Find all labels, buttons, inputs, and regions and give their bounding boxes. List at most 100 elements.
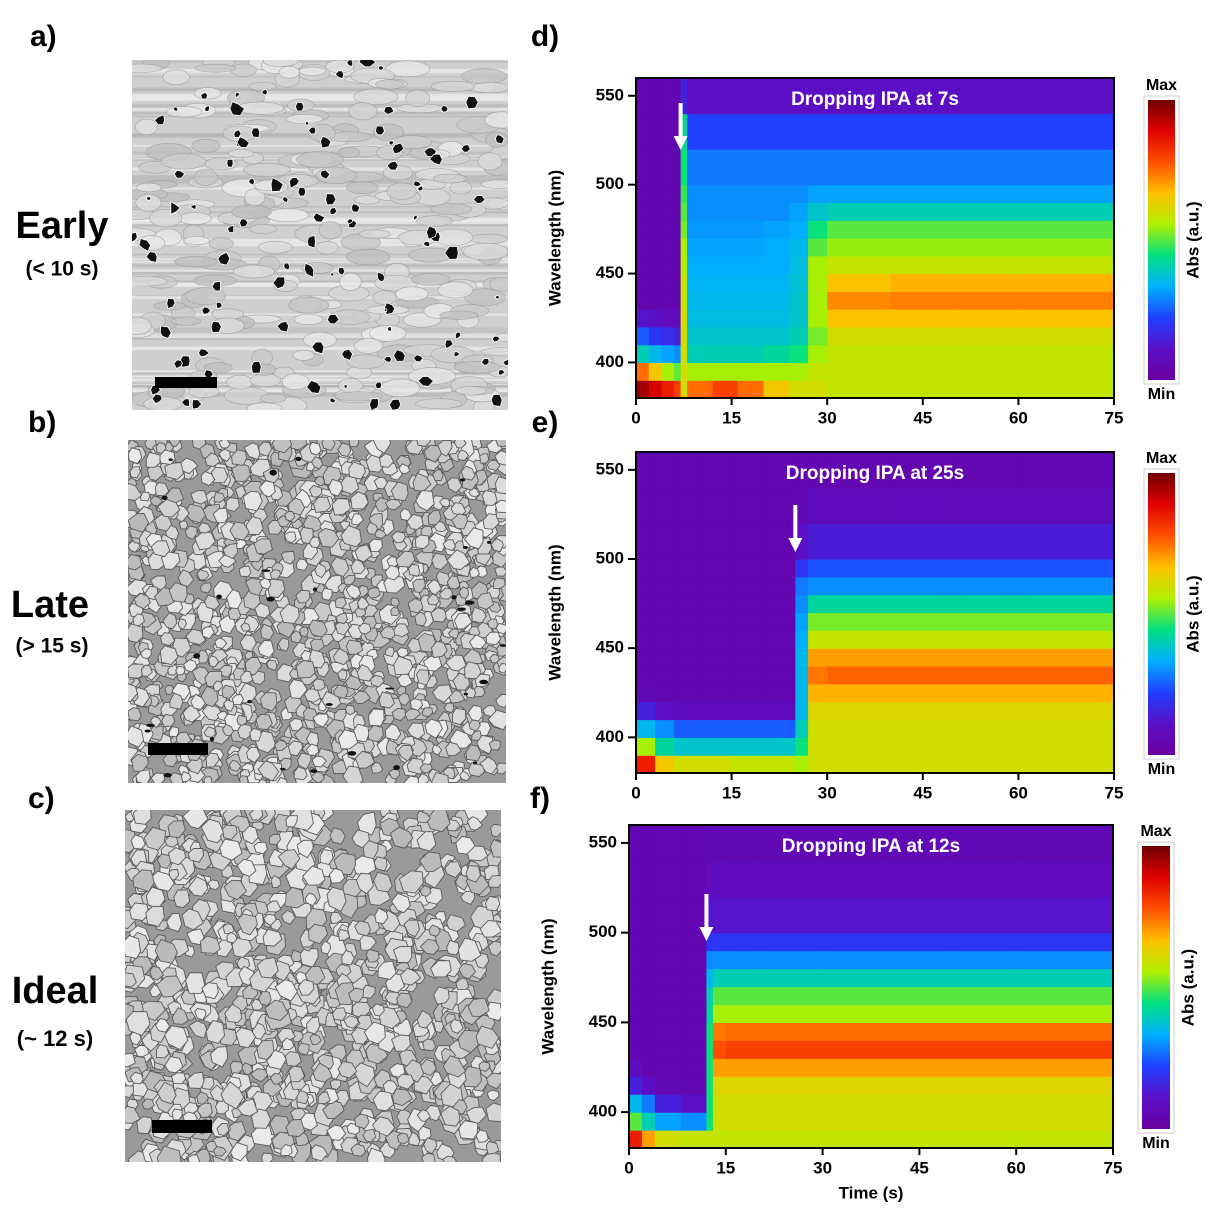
heatmap-cell (732, 523, 764, 559)
panel-subtitle: (< 10 s) (26, 258, 99, 281)
sem-grain (136, 119, 158, 134)
heatmap-cell (763, 684, 795, 702)
heatmap-cell (808, 149, 828, 185)
sem-pinhole (298, 187, 306, 196)
heatmap-cell (655, 595, 675, 613)
heatmap-cell (1016, 1004, 1113, 1023)
panel-label: c) (28, 782, 55, 815)
sem-pinhole (266, 597, 274, 602)
heatmap-cell (712, 220, 738, 238)
sem-grain (354, 339, 383, 354)
sem-pinhole (168, 458, 173, 461)
sem-pinhole (464, 693, 468, 696)
panel-label: f) (530, 782, 550, 815)
heatmap-cell (726, 1076, 759, 1095)
heatmap-cell (808, 291, 828, 309)
y-tick-label: 400 (596, 727, 624, 746)
heatmap-cell (700, 720, 732, 738)
sem-pinhole (162, 496, 168, 500)
heatmap-cell (808, 613, 828, 631)
heatmap-cell (891, 737, 955, 755)
heatmap-cell (655, 666, 675, 684)
sem-grain (260, 394, 286, 403)
x-tick-label: 15 (722, 783, 741, 802)
heatmap-cell (732, 559, 764, 577)
heatmap-cell (636, 595, 656, 613)
colorbar-label: Abs (a.u.) (1183, 575, 1202, 652)
heatmap-cell (955, 256, 1019, 274)
heatmap-cell (1018, 380, 1114, 398)
sem-pinhole (247, 700, 251, 703)
heatmap-cell (655, 630, 675, 648)
heatmap-cell (674, 702, 700, 720)
y-tick-label: 550 (596, 459, 624, 478)
heatmap-cell (655, 1076, 681, 1095)
heatmap-cell (758, 1112, 823, 1131)
heatmap-cell (795, 577, 808, 595)
heatmap-cell (789, 202, 809, 220)
heatmap-cells (636, 452, 1115, 774)
heatmap-cell (636, 666, 656, 684)
heatmap-cell (738, 202, 764, 220)
sem-pinhole (326, 703, 333, 706)
heatmap-cell (827, 666, 891, 684)
heatmap-cell (763, 559, 795, 577)
heatmap-cell (636, 220, 649, 238)
heatmap-cell (636, 291, 649, 309)
sem-grain (194, 169, 217, 186)
heatmap-cell (649, 238, 662, 256)
heatmap-cell (955, 78, 1019, 114)
heatmap-cell (700, 523, 732, 559)
heatmap-cell (808, 238, 828, 256)
heatmap-cell (952, 969, 1017, 988)
heatmap-cell (712, 380, 738, 398)
sem-grain (340, 273, 362, 290)
heatmap-cell (738, 362, 764, 380)
heatmap-cell (823, 1022, 888, 1041)
heatmap-cell (1018, 114, 1114, 150)
heatmap-cell (713, 933, 727, 952)
heatmap-cell (891, 613, 955, 631)
heatmap-cell (887, 1040, 952, 1059)
heatmap-cell (712, 78, 738, 114)
heatmap-cell (636, 149, 649, 185)
heatmap-cell (629, 969, 643, 988)
heatmap-cell (674, 452, 700, 488)
heatmap-cell (713, 1022, 727, 1041)
panel-subtitle: (~ 12 s) (17, 1026, 93, 1051)
heatmap-cell (726, 933, 759, 952)
heatmap-cell (706, 1022, 713, 1041)
heatmap-cell (795, 720, 808, 738)
heatmap-cell (758, 1130, 823, 1149)
heatmap-cell (1016, 933, 1113, 952)
heatmap-cell (1018, 577, 1114, 595)
heatmap-cell (681, 1058, 707, 1077)
heatmap-cell (1018, 452, 1114, 488)
heatmap-cell (726, 897, 759, 933)
heatmap-cell (713, 1004, 727, 1023)
x-tick-label: 15 (722, 408, 741, 427)
heatmap-cell (681, 969, 707, 988)
heatmap-cell (955, 238, 1019, 256)
sem-grain (227, 375, 254, 389)
y-tick-label: 450 (596, 263, 624, 282)
heatmap-cell (636, 380, 649, 398)
heatmap-cell (642, 861, 656, 897)
sem-grain (354, 89, 399, 105)
heatmap-cell (674, 220, 681, 238)
sem-pinhole (295, 102, 304, 111)
heatmap-cell (1018, 737, 1114, 755)
heatmap-cell (712, 256, 738, 274)
sem-grain (175, 256, 217, 267)
heatmap-cell (763, 202, 789, 220)
sem-grain (122, 317, 152, 334)
heatmap-cell (655, 1130, 681, 1149)
heatmap-cell (738, 114, 764, 150)
heatmap-cell (823, 969, 888, 988)
heatmap-cell (827, 613, 891, 631)
heatmap-cell (629, 1004, 643, 1023)
annotation: Dropping IPA at 12s (782, 836, 960, 857)
x-tick-label: 45 (913, 783, 932, 802)
heatmap-cell (1018, 327, 1114, 345)
heatmap-cell (955, 185, 1019, 203)
